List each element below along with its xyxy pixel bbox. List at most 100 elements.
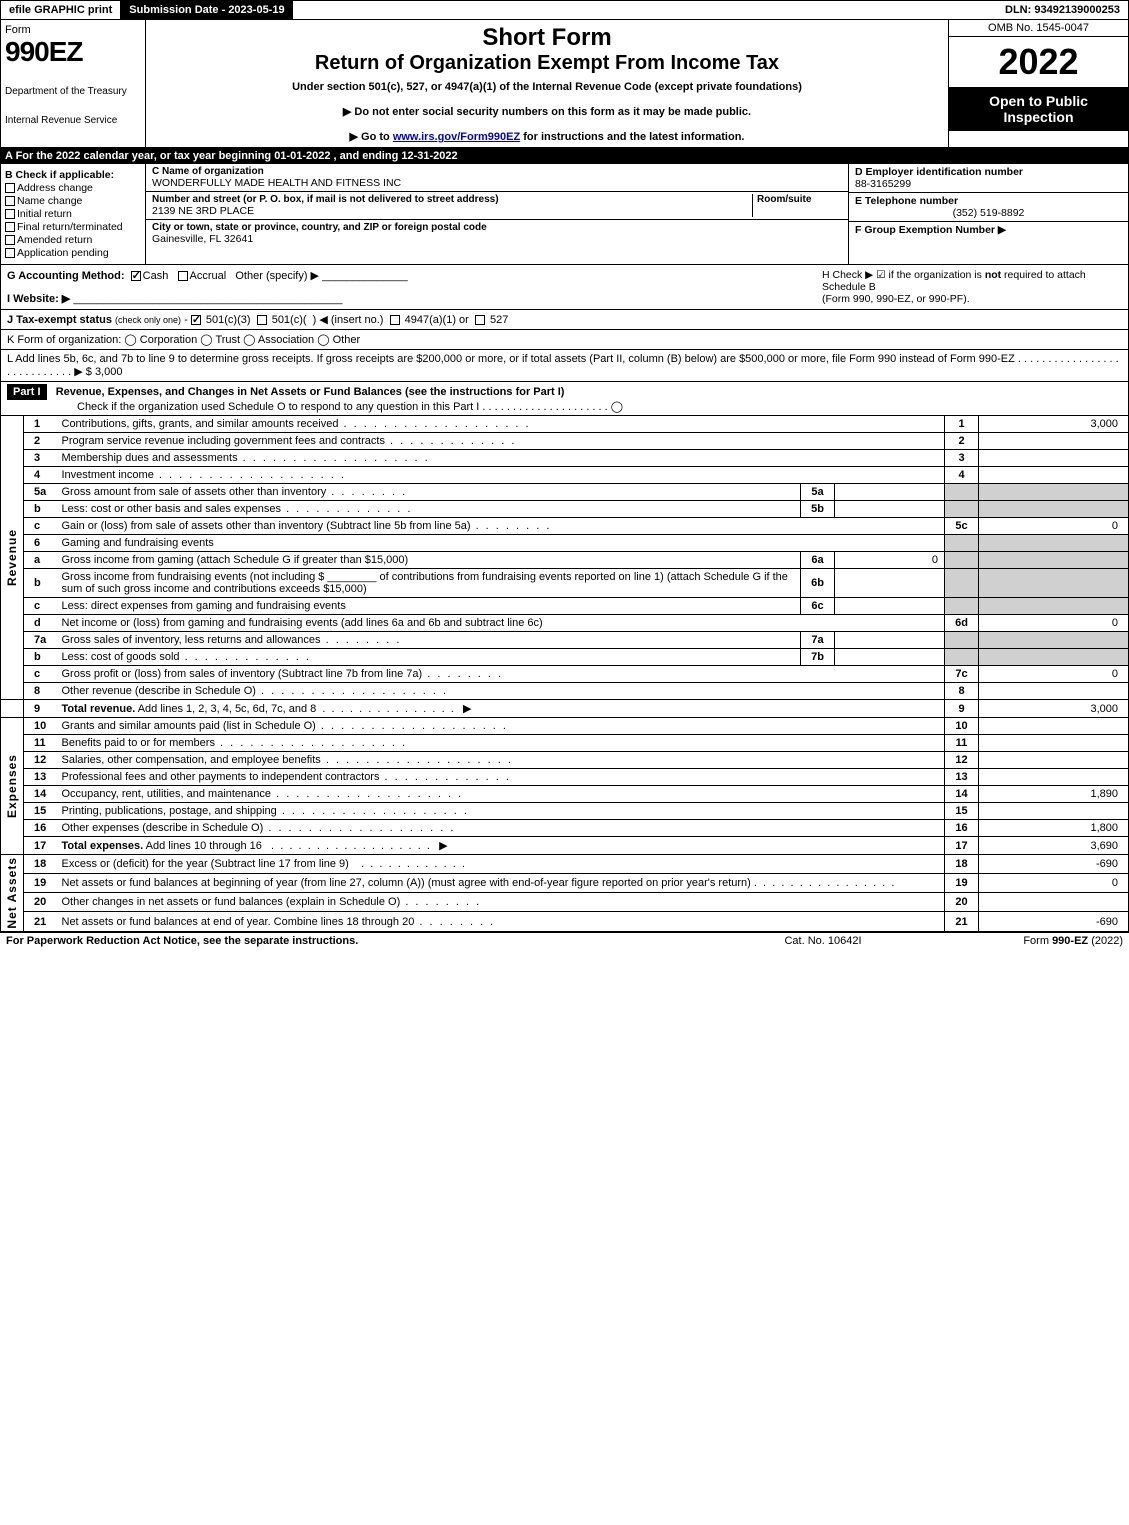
form-header: Form 990EZ Department of the Treasury In… [0, 20, 1129, 148]
other-label: Other (specify) ▶ [235, 270, 319, 282]
line-rval [979, 769, 1129, 786]
website-label: I Website: ▶ [7, 293, 70, 305]
line-rval [979, 752, 1129, 769]
501c-checkbox[interactable] [257, 315, 267, 325]
section-b: B Check if applicable: Address change Na… [1, 164, 146, 264]
note-link: ▶ Go to www.irs.gov/Form990EZ for instru… [154, 130, 940, 143]
line-desc: Membership dues and assessments [62, 452, 430, 464]
line-desc: Professional fees and other payments to … [62, 771, 511, 783]
addr-label: Number and street (or P. O. box, if mail… [152, 194, 752, 205]
irs-link[interactable]: www.irs.gov/Form990EZ [393, 131, 520, 143]
line-rnum: 6d [945, 615, 979, 632]
line-rval [979, 803, 1129, 820]
row-l-text: L Add lines 5b, 6c, and 7b to line 9 to … [7, 353, 1119, 378]
527-checkbox[interactable] [475, 315, 485, 325]
line-rnum: 21 [945, 912, 979, 931]
line-3: 3 Membership dues and assessments 3 [1, 450, 1129, 467]
check-label: Address change [17, 182, 93, 194]
line-rnum: 10 [945, 718, 979, 735]
line-desc: Printing, publications, postage, and shi… [62, 805, 469, 817]
city-value: Gainesville, FL 32641 [152, 233, 842, 245]
line-desc: Net assets or fund balances at end of ye… [62, 916, 496, 928]
line-20: 20 Other changes in net assets or fund b… [1, 893, 1129, 912]
phone-value: (352) 519-8892 [855, 207, 1122, 219]
part-i-header: Part I Revenue, Expenses, and Changes in… [0, 382, 1129, 416]
line-subnum: 5a [801, 484, 835, 501]
line-subval: 0 [835, 552, 945, 569]
line-num: c [24, 666, 58, 683]
expenses-tab: Expenses [5, 754, 19, 818]
cash-checkbox[interactable] [131, 271, 141, 281]
line-desc: Net income or (loss) from gaming and fun… [58, 615, 945, 632]
line-rnum: 9 [945, 700, 979, 718]
line-rnum: 18 [945, 855, 979, 874]
line-subval [835, 632, 945, 649]
check-amended-return[interactable]: Amended return [5, 234, 141, 246]
line-5c: c Gain or (loss) from sale of assets oth… [1, 518, 1129, 535]
line-num: 9 [24, 700, 58, 718]
line-desc: Occupancy, rent, utilities, and maintena… [62, 788, 464, 800]
line-rval: 3,000 [979, 700, 1129, 718]
line-num: 16 [24, 820, 58, 837]
form-number: 990EZ [5, 36, 141, 68]
line-rnum: 17 [945, 837, 979, 855]
line-desc: Other changes in net assets or fund bala… [62, 896, 482, 908]
line-desc: Gross income from gaming (attach Schedul… [58, 552, 801, 569]
check-label: Final return/terminated [17, 221, 123, 233]
line-19: 19 Net assets or fund balances at beginn… [1, 874, 1129, 893]
check-label: Name change [17, 195, 82, 207]
line-5a: 5a Gross amount from sale of assets othe… [1, 484, 1129, 501]
accrual-checkbox[interactable] [178, 271, 188, 281]
line-desc: Excess or (deficit) for the year (Subtra… [62, 858, 349, 870]
line-rval: 1,890 [979, 786, 1129, 803]
section-b-title: B Check if applicable: [5, 169, 141, 181]
check-application-pending[interactable]: Application pending [5, 247, 141, 259]
room-label: Room/suite [757, 194, 842, 205]
h-text1: H Check ▶ ☑ if the organization is [822, 269, 985, 281]
line-rnum: 3 [945, 450, 979, 467]
efile-print-button[interactable]: efile GRAPHIC print [1, 1, 121, 19]
line-desc: Other revenue (describe in Schedule O) [62, 685, 449, 697]
line-6b: b Gross income from fundraising events (… [1, 569, 1129, 598]
ein-label: D Employer identification number [855, 166, 1122, 178]
4947-checkbox[interactable] [390, 315, 400, 325]
line-desc: Net assets or fund balances at beginning… [62, 877, 751, 889]
footer-right-form: 990-EZ [1052, 935, 1088, 947]
part-i-table: Revenue 1 Contributions, gifts, grants, … [0, 416, 1129, 932]
row-gh: G Accounting Method: Cash Accrual Other … [0, 265, 1129, 310]
check-initial-return[interactable]: Initial return [5, 208, 141, 220]
line-rnum: 19 [945, 874, 979, 893]
city-label: City or town, state or province, country… [152, 222, 842, 233]
501c3-checkbox[interactable] [191, 315, 201, 325]
line-2: 2 Program service revenue including gove… [1, 433, 1129, 450]
header-right: OMB No. 1545-0047 2022 Open to Public In… [948, 20, 1128, 147]
line-rval: 0 [979, 518, 1129, 535]
line-5b: b Less: cost or other basis and sales ex… [1, 501, 1129, 518]
check-name-change[interactable]: Name change [5, 195, 141, 207]
header-left: Form 990EZ Department of the Treasury In… [1, 20, 146, 147]
line-rnum: 7c [945, 666, 979, 683]
line-desc: Other expenses (describe in Schedule O) [62, 822, 456, 834]
line-subnum: 5b [801, 501, 835, 518]
line-desc: Gross sales of inventory, less returns a… [62, 634, 402, 646]
line-subnum: 6a [801, 552, 835, 569]
line-num: 7a [24, 632, 58, 649]
row-l-value: 3,000 [95, 366, 123, 378]
line-desc: Gaming and fundraising events [58, 535, 945, 552]
note-link-post: for instructions and the latest informat… [520, 131, 744, 143]
line-13: 13 Professional fees and other payments … [1, 769, 1129, 786]
check-final-return[interactable]: Final return/terminated [5, 221, 141, 233]
line-7c: c Gross profit or (loss) from sales of i… [1, 666, 1129, 683]
row-k: K Form of organization: ◯ Corporation ◯ … [0, 330, 1129, 350]
line-rval: 0 [979, 615, 1129, 632]
row-j: J Tax-exempt status (check only one) - 5… [0, 310, 1129, 330]
line-rnum: 15 [945, 803, 979, 820]
line-subval [835, 649, 945, 666]
line-num: 19 [24, 874, 58, 893]
line-rval [979, 893, 1129, 912]
check-address-change[interactable]: Address change [5, 182, 141, 194]
line-num: 17 [24, 837, 58, 855]
section-g: G Accounting Method: Cash Accrual Other … [7, 269, 822, 305]
under-section: Under section 501(c), 527, or 4947(a)(1)… [154, 81, 940, 93]
line-num: 10 [24, 718, 58, 735]
